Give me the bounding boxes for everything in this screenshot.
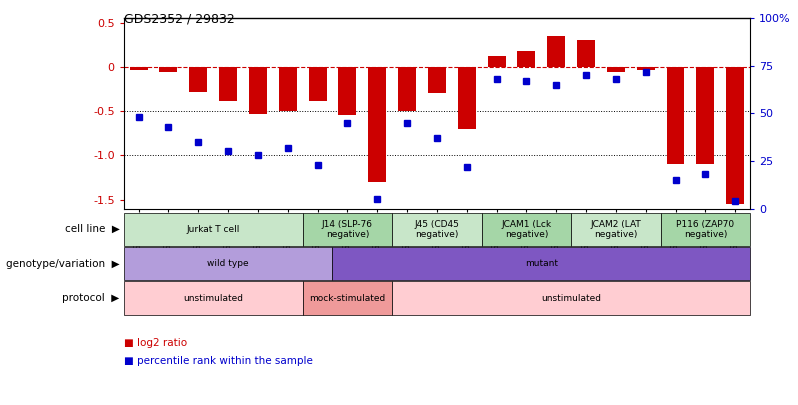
Bar <box>547 36 565 67</box>
Text: GDS2352 / 29832: GDS2352 / 29832 <box>124 12 235 25</box>
Text: protocol  ▶: protocol ▶ <box>62 293 120 303</box>
Text: ■ percentile rank within the sample: ■ percentile rank within the sample <box>124 356 313 366</box>
Text: mutant: mutant <box>525 259 558 268</box>
Text: J45 (CD45
negative): J45 (CD45 negative) <box>414 220 460 239</box>
Bar <box>189 67 207 92</box>
Bar <box>279 67 297 111</box>
Text: Jurkat T cell: Jurkat T cell <box>187 225 240 234</box>
Text: J14 (SLP-76
negative): J14 (SLP-76 negative) <box>322 220 373 239</box>
Bar <box>697 67 714 164</box>
Bar <box>517 51 535 67</box>
Text: cell line  ▶: cell line ▶ <box>65 224 120 234</box>
Bar <box>577 40 595 67</box>
Text: unstimulated: unstimulated <box>184 294 243 303</box>
Bar <box>666 67 685 164</box>
Text: P116 (ZAP70
negative): P116 (ZAP70 negative) <box>677 220 734 239</box>
Bar <box>369 67 386 182</box>
Bar <box>249 67 267 114</box>
Bar <box>398 67 416 111</box>
Text: JCAM1 (Lck
negative): JCAM1 (Lck negative) <box>501 220 551 239</box>
Bar <box>160 67 177 72</box>
Bar <box>219 67 237 100</box>
Bar <box>637 67 654 70</box>
Bar <box>428 67 446 94</box>
Text: mock-stimulated: mock-stimulated <box>310 294 385 303</box>
Text: ■ log2 ratio: ■ log2 ratio <box>124 338 187 348</box>
Text: JCAM2 (LAT
negative): JCAM2 (LAT negative) <box>591 220 642 239</box>
Bar <box>309 67 326 100</box>
Bar <box>338 67 357 115</box>
Bar <box>726 67 745 204</box>
Bar <box>129 67 148 70</box>
Bar <box>458 67 476 129</box>
Text: unstimulated: unstimulated <box>541 294 601 303</box>
Text: genotype/variation  ▶: genotype/variation ▶ <box>6 259 120 269</box>
Bar <box>607 67 625 72</box>
Text: wild type: wild type <box>207 259 249 268</box>
Bar <box>488 56 505 67</box>
